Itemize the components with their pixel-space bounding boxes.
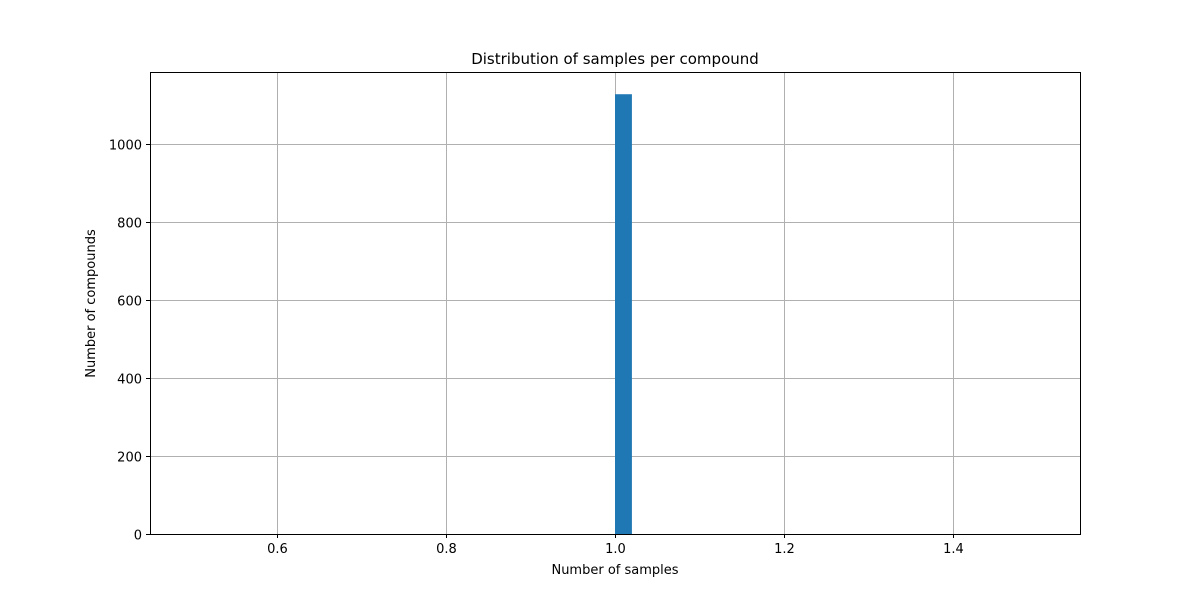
x-tick-label: 1.2 bbox=[774, 542, 795, 557]
bars bbox=[615, 94, 632, 535]
y-tick-label: 600 bbox=[117, 295, 142, 310]
y-axis-ticks: 0 200 400 600 800 1000 bbox=[109, 139, 150, 544]
y-axis-label: Number of compounds bbox=[84, 229, 99, 378]
x-tick-label: 1.0 bbox=[605, 542, 626, 557]
y-tick-label: 800 bbox=[117, 217, 142, 232]
y-tick-label: 1000 bbox=[109, 139, 142, 154]
y-tick-label: 400 bbox=[117, 373, 142, 388]
x-tick-label: 0.6 bbox=[267, 542, 288, 557]
x-tick-label: 0.8 bbox=[436, 542, 457, 557]
x-tick-label: 1.4 bbox=[943, 542, 964, 557]
y-tick-label: 0 bbox=[134, 529, 142, 544]
y-tick-label: 200 bbox=[117, 451, 142, 466]
x-axis-label: Number of samples bbox=[551, 563, 678, 578]
x-axis-ticks: 0.6 0.8 1.0 1.2 1.4 bbox=[267, 534, 964, 557]
histogram-bar bbox=[615, 94, 632, 535]
chart-title: Distribution of samples per compound bbox=[471, 50, 759, 68]
